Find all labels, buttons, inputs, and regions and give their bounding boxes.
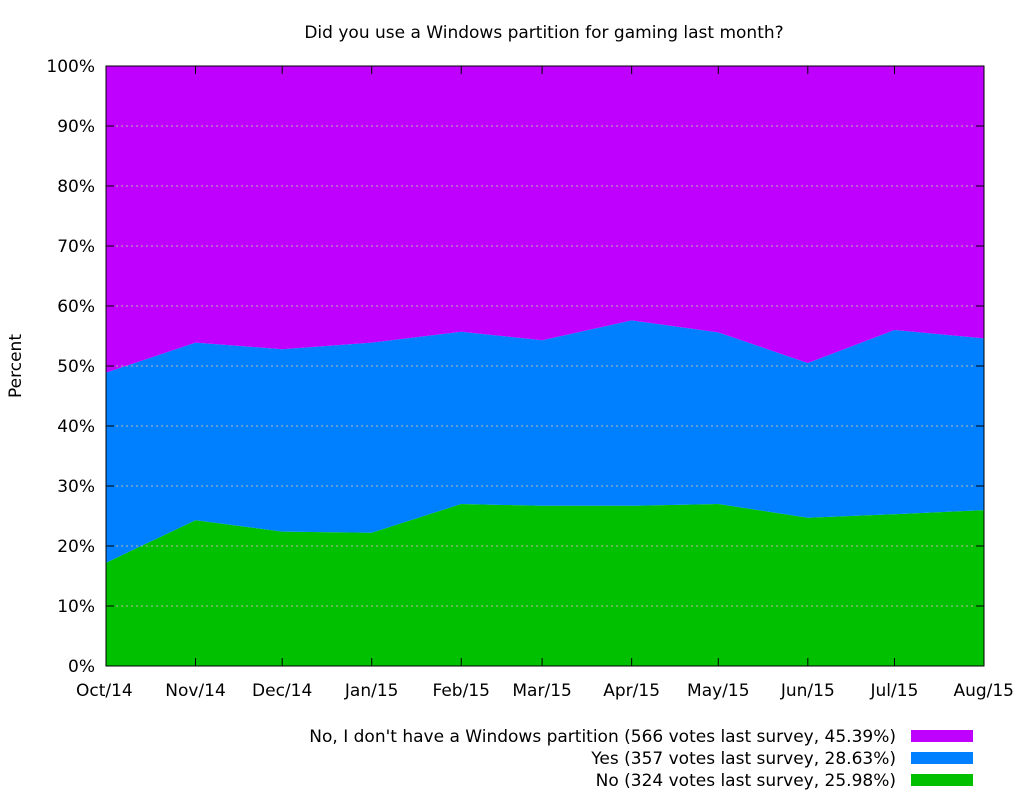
x-tick-label: Jun/15 <box>780 681 835 701</box>
y-tick-label: 40% <box>57 417 95 437</box>
legend-label: Yes (357 votes last survey, 28.63%) <box>590 749 896 769</box>
legend-label: No, I don't have a Windows partition (56… <box>309 727 896 747</box>
x-tick-label: Jan/15 <box>344 681 399 701</box>
y-tick-label: 30% <box>57 477 95 497</box>
legend: No, I don't have a Windows partition (56… <box>309 727 973 791</box>
legend-swatch <box>911 752 973 764</box>
legend-swatch <box>911 730 973 742</box>
x-tick-label: Dec/14 <box>252 681 312 701</box>
gridlines <box>106 125 984 607</box>
chart-title: Did you use a Windows partition for gami… <box>304 23 783 43</box>
y-tick-label: 10% <box>57 597 95 617</box>
area-series-0 <box>106 504 984 666</box>
y-tick-label: 100% <box>46 57 95 77</box>
y-tick-label: 50% <box>57 357 95 377</box>
area-series-1 <box>106 320 984 563</box>
x-tick-label: May/15 <box>687 681 750 701</box>
x-tick-label: Aug/15 <box>953 681 1014 701</box>
legend-label: No (324 votes last survey, 25.98%) <box>596 771 896 791</box>
area-series-2 <box>106 66 984 373</box>
x-axis: Oct/14 Nov/14 Dec/14 Jan/15 Feb/15 Mar/15 Apr/… <box>76 66 1014 701</box>
y-tick-label: 0% <box>68 657 95 677</box>
legend-swatch <box>911 774 973 786</box>
y-axis-label: Percent <box>6 334 26 398</box>
x-tick-label: Nov/14 <box>165 681 226 701</box>
y-tick-label: 80% <box>57 177 95 197</box>
x-tick-label: Jul/15 <box>870 681 919 701</box>
x-tick-label: Apr/15 <box>603 681 660 701</box>
y-tick-label: 20% <box>57 537 95 557</box>
x-tick-label: Mar/15 <box>512 681 571 701</box>
y-tick-label: 60% <box>57 297 95 317</box>
y-tick-label: 70% <box>57 237 95 257</box>
y-tick-label: 90% <box>57 117 95 137</box>
x-tick-label: Oct/14 <box>76 681 133 701</box>
y-axis: 0% 10% 20% 30% 40% 50% 60% 70% 80% 90% 100% <box>46 57 984 677</box>
x-tick-label: Feb/15 <box>433 681 490 701</box>
area-layer <box>106 66 984 666</box>
